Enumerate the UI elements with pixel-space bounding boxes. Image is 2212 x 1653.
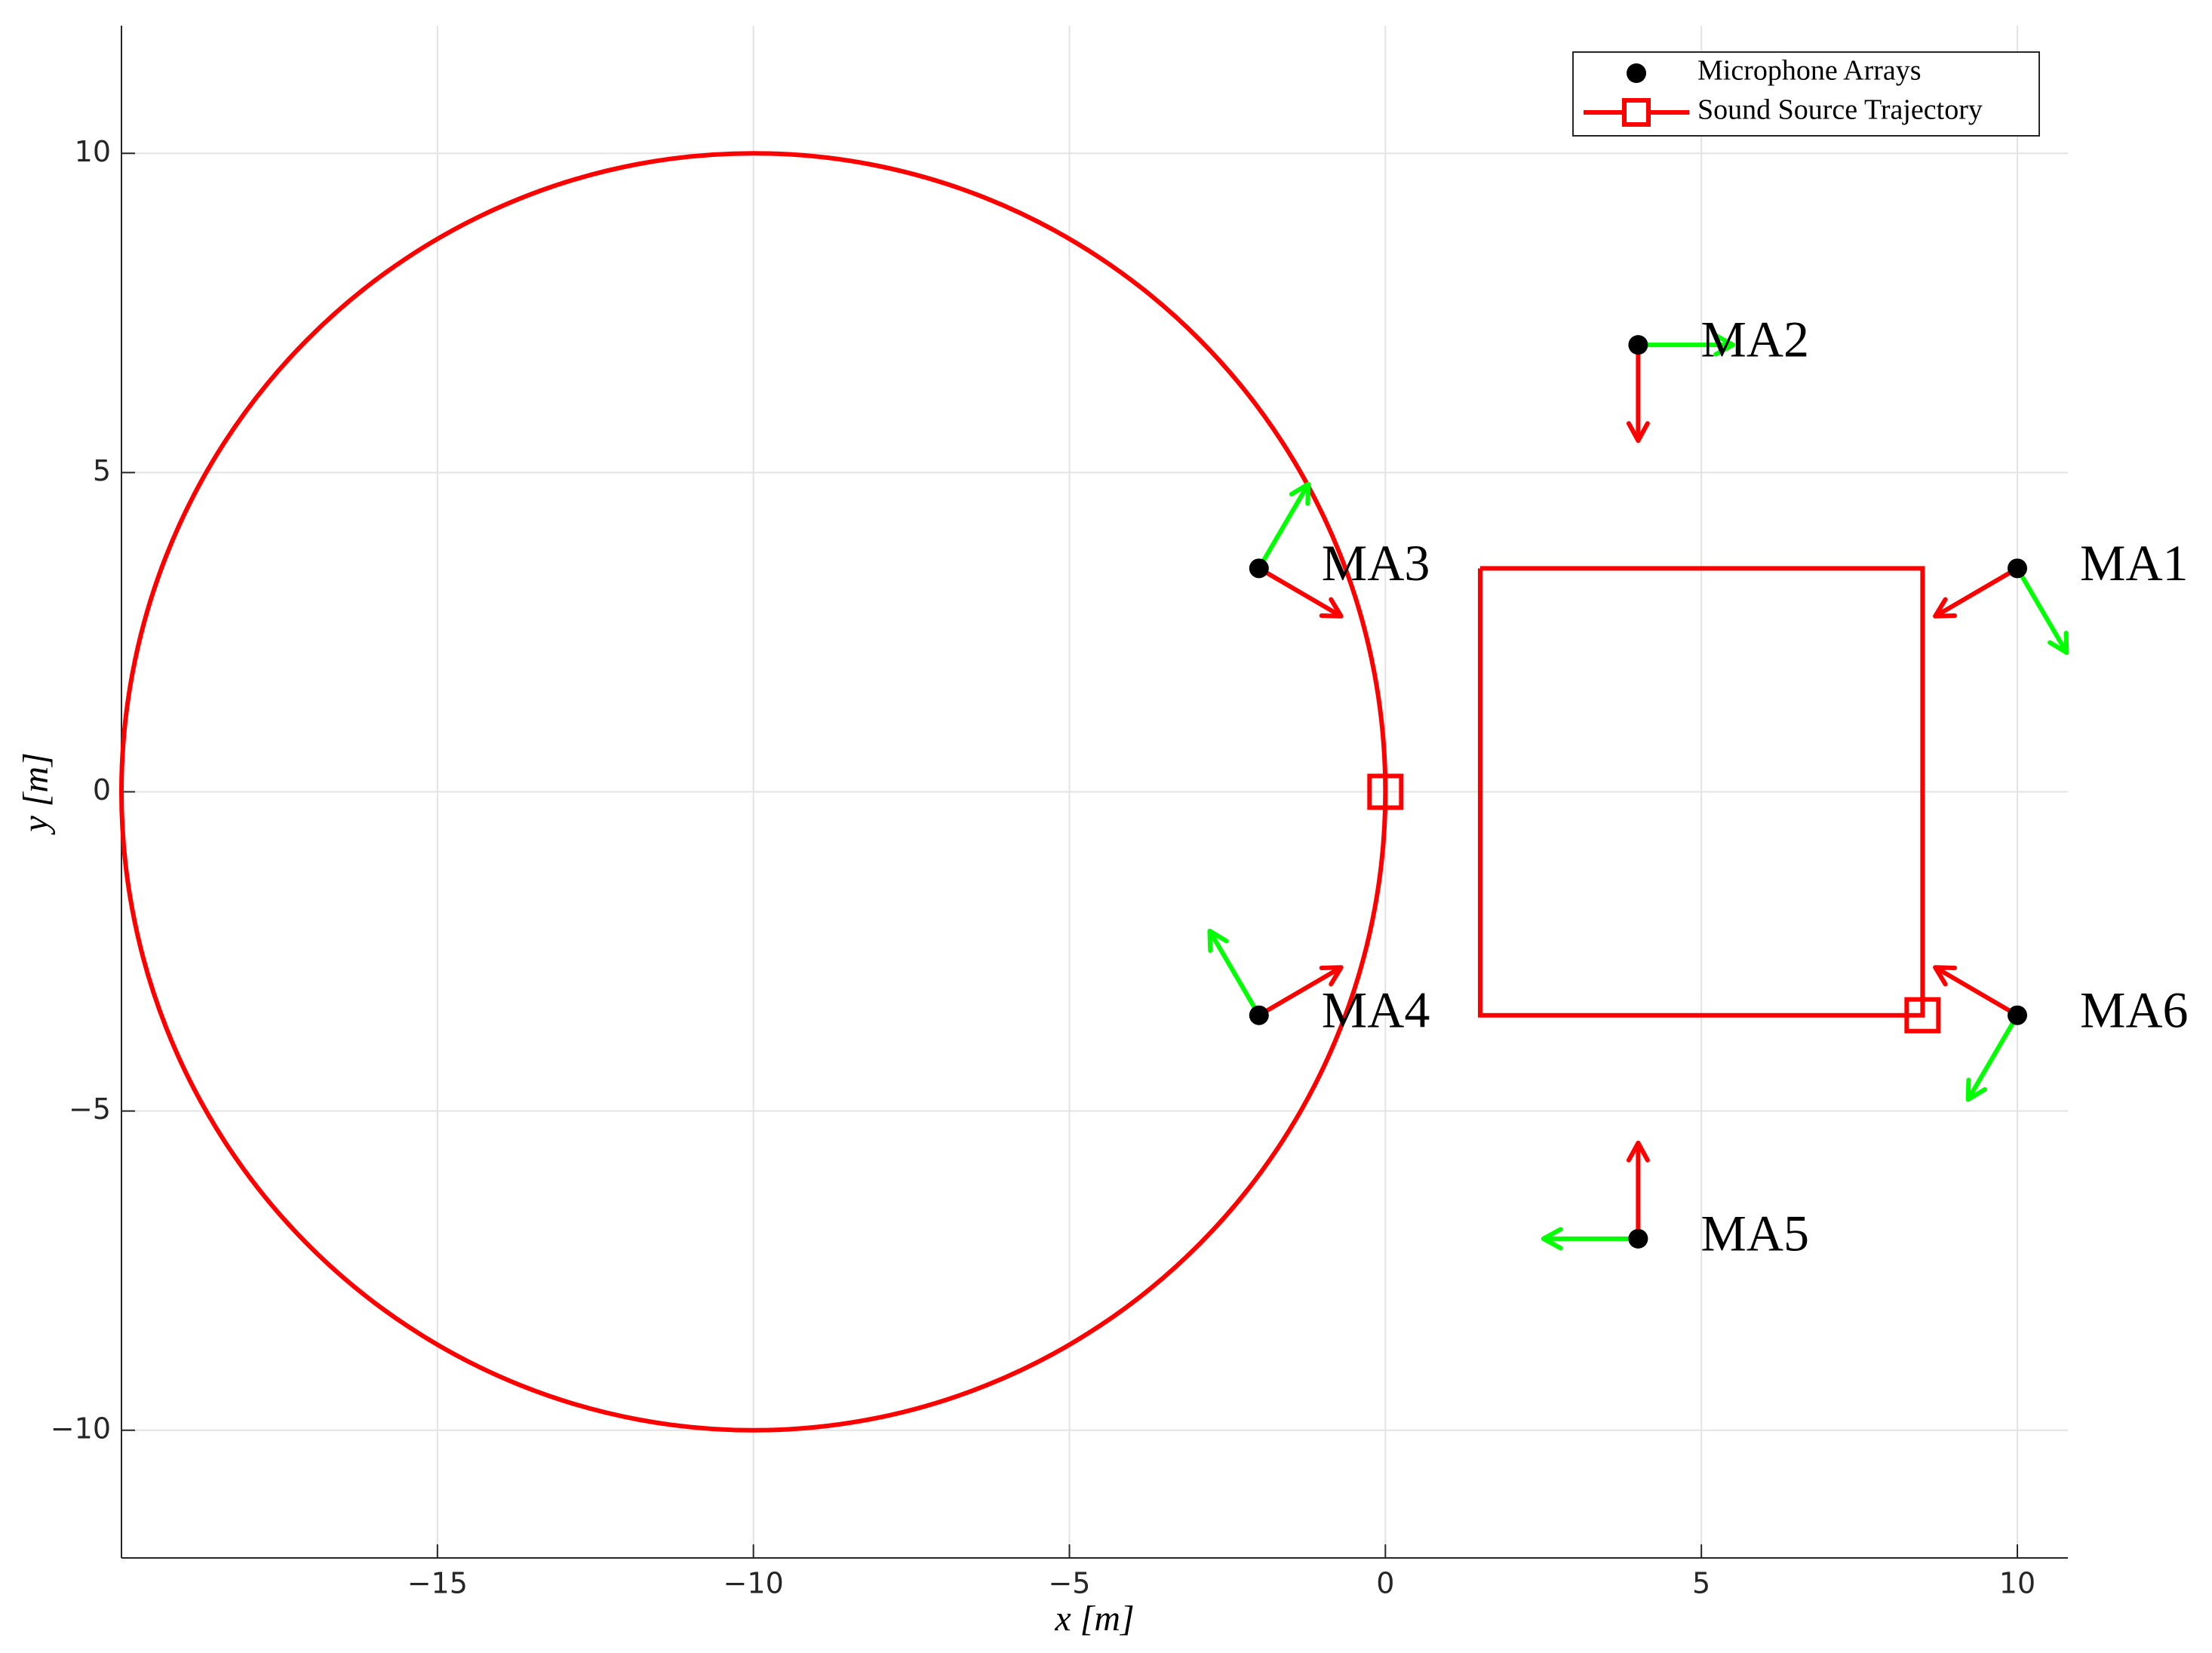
x-tick-label: 0 <box>1376 1567 1394 1600</box>
y-tick-label: 0 <box>93 773 111 807</box>
x-axis-label: x [m] <box>1054 1599 1134 1639</box>
trajectory-marker <box>1904 997 1941 1034</box>
y-tick-label: 10 <box>75 135 111 168</box>
microphone <box>2007 558 2027 579</box>
x-tick-label: −10 <box>724 1567 784 1600</box>
y-tick-label: −5 <box>69 1092 111 1126</box>
direction-arrow <box>1933 965 2020 1018</box>
microphone-label: MA1 <box>2080 534 2189 591</box>
direction-arrow <box>1933 566 2020 619</box>
direction-arrow <box>2014 566 2069 656</box>
y-tick-label: −10 <box>51 1412 111 1445</box>
microphone <box>1249 1005 1269 1025</box>
microphone-label: MA6 <box>2080 981 2189 1038</box>
y-axis-label: y [m] <box>16 752 56 835</box>
microphone-label: MA4 <box>1322 981 1430 1038</box>
trajectory-circle <box>119 151 1388 1433</box>
direction-arrow <box>1541 1227 1641 1251</box>
microphone <box>1628 335 1648 355</box>
direction-arrow <box>1256 481 1311 571</box>
direction-arrow <box>1207 928 1261 1018</box>
x-tick-label: −5 <box>1048 1567 1090 1600</box>
microphone <box>1249 558 1269 579</box>
trajectory-square <box>1477 566 1925 1018</box>
x-tick-label: −15 <box>407 1567 468 1600</box>
microphone <box>2007 1005 2027 1025</box>
legend-marker <box>1627 63 1646 83</box>
x-tick-label: 10 <box>1999 1567 2035 1600</box>
direction-arrow <box>1965 1012 2020 1102</box>
direction-arrow <box>1636 333 1736 357</box>
legend-marker <box>1622 98 1651 127</box>
direction-arrow <box>1256 965 1344 1018</box>
direction-arrow <box>1626 1140 1650 1241</box>
microphone-label: MA2 <box>1700 311 1809 368</box>
legend-label: Sound Source Trajectory <box>1697 94 1983 126</box>
microphone <box>1628 1228 1648 1249</box>
microphone-label: MA5 <box>1700 1204 1809 1261</box>
direction-arrow <box>1626 343 1650 444</box>
legend-label: Microphone Arrays <box>1697 55 1922 87</box>
microphone-label: MA3 <box>1322 534 1430 591</box>
x-tick-label: 5 <box>1692 1567 1710 1600</box>
trajectory-marker <box>1367 773 1404 810</box>
direction-arrow <box>1256 566 1344 619</box>
y-tick-label: 5 <box>93 454 111 487</box>
